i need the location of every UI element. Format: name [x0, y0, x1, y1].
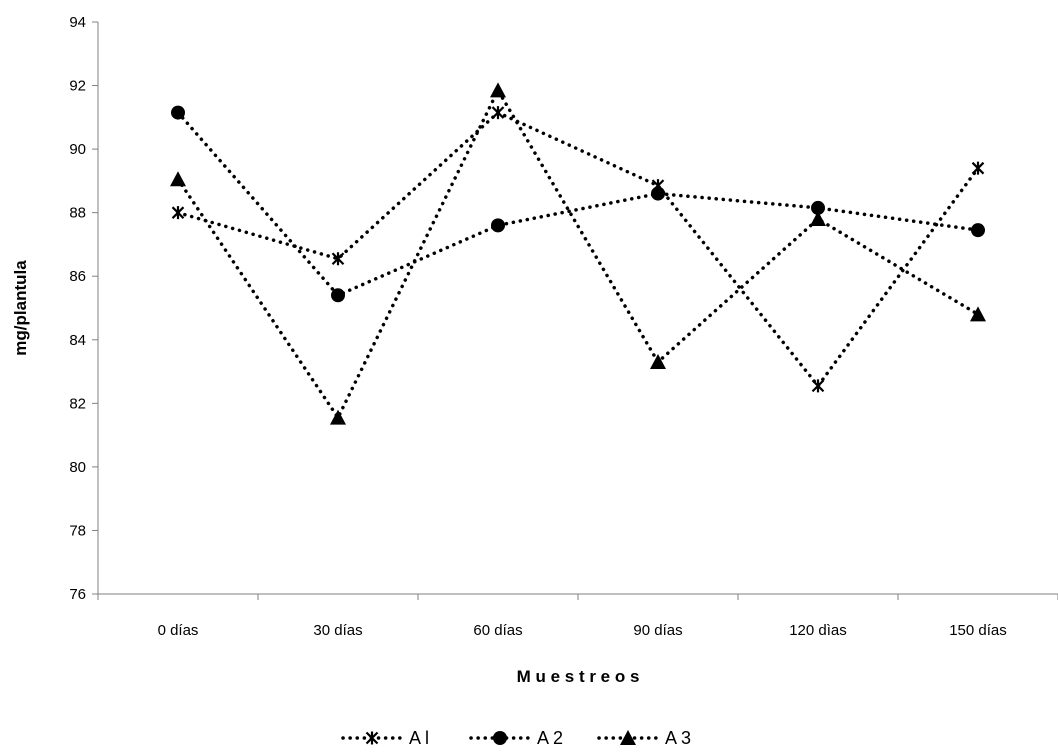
x-tick-label: 90 días	[633, 622, 682, 639]
x-tick-label: 120 dìas	[789, 622, 847, 639]
data-point-circle	[491, 218, 505, 233]
legend-marker-asterisk	[365, 731, 379, 745]
series-layer	[170, 82, 986, 425]
data-point-triangle	[170, 171, 186, 187]
y-tick-label: 82	[69, 395, 86, 412]
data-point-asterisk	[171, 206, 185, 220]
y-tick-label: 88	[69, 205, 86, 222]
legend-marker-triangle	[620, 730, 636, 745]
y-tick-label: 78	[69, 522, 86, 539]
y-tick-label: 94	[69, 14, 86, 31]
legend-item: A 3	[597, 728, 691, 748]
axes: 76 78 80 82 84 86 88 90 92 94 0 días 30 días 60 días…	[69, 14, 1058, 639]
legend-label: A 3	[665, 728, 691, 748]
legend-marker-circle	[493, 731, 507, 745]
legend: A l A 2 A 3	[341, 728, 691, 748]
data-point-asterisk	[491, 106, 505, 120]
y-tick-label: 76	[69, 586, 86, 603]
legend-item: A 2	[469, 728, 563, 748]
x-axis-title: M u e s t r e o s	[517, 667, 640, 686]
series-3	[170, 82, 986, 425]
data-point-triangle	[970, 306, 986, 322]
x-tick-label: 0 días	[158, 622, 199, 639]
data-point-circle	[651, 186, 665, 201]
series-2	[171, 105, 985, 303]
data-point-triangle	[490, 82, 506, 98]
legend-label: A 2	[537, 728, 563, 748]
data-point-circle	[331, 288, 345, 303]
series-line	[176, 86, 980, 422]
data-point-circle	[811, 200, 825, 215]
data-point-circle	[171, 105, 185, 120]
y-tick-label: 86	[69, 268, 86, 285]
data-point-asterisk	[971, 161, 985, 175]
y-tick-label: 90	[69, 141, 86, 158]
legend-label: A l	[409, 728, 429, 748]
y-axis-title: mg/plantula	[11, 260, 30, 356]
y-tick-label: 84	[69, 332, 86, 349]
data-point-triangle	[810, 211, 826, 227]
series-line	[176, 110, 980, 298]
y-tick-label: 80	[69, 459, 86, 476]
x-tick-label: 60 días	[473, 622, 522, 639]
x-tick-label: 30 días	[313, 622, 362, 639]
data-point-asterisk	[331, 252, 345, 266]
y-tick-label: 92	[69, 78, 86, 95]
legend-item: A l	[341, 728, 429, 748]
data-point-triangle	[650, 354, 666, 370]
x-tick-label: 150 días	[949, 622, 1007, 639]
data-point-circle	[971, 223, 985, 238]
data-point-asterisk	[811, 379, 825, 393]
series-line	[176, 110, 980, 389]
data-point-triangle	[330, 409, 346, 425]
